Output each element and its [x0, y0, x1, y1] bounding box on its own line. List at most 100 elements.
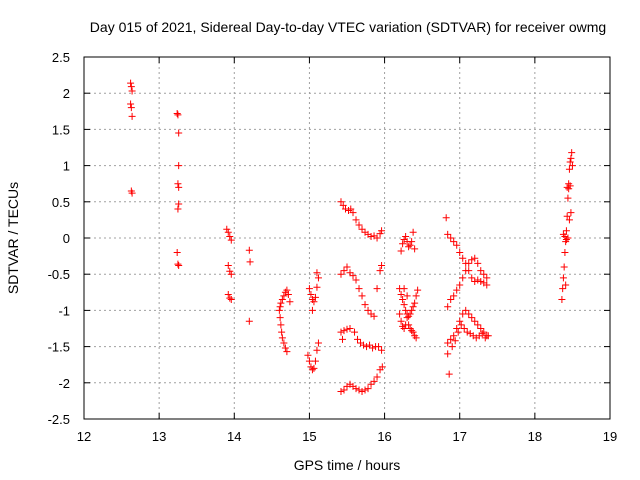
x-tick-label: 17 [452, 429, 466, 444]
data-point [451, 337, 459, 345]
data-point [337, 328, 345, 336]
data-point [224, 262, 232, 270]
data-point [462, 306, 470, 314]
data-point [283, 286, 291, 294]
data-point [174, 180, 182, 188]
data-point [471, 317, 479, 325]
data-point [459, 274, 467, 282]
data-point [310, 298, 318, 306]
data-point [408, 238, 416, 246]
data-point [127, 104, 135, 112]
data-point [314, 274, 322, 282]
data-point [480, 270, 488, 278]
data-point [373, 285, 381, 293]
data-point [399, 296, 407, 304]
data-point [558, 296, 566, 304]
tick-layer: 12 13 14 15 16 17 18 19 2.5 2 1.5 1 0.5 0 -0.5 -1 -1.5 -2… [48, 50, 618, 444]
data-point [338, 335, 346, 343]
x-tick-label: 15 [302, 429, 316, 444]
data-point [352, 276, 360, 284]
data-point [445, 370, 453, 378]
data-point [400, 325, 408, 332]
data-point [337, 387, 345, 395]
data-point [456, 281, 464, 289]
data-point [397, 247, 405, 255]
y-axis-label: SDTVAR / TECUs [5, 182, 21, 294]
x-tick-label: 16 [377, 429, 391, 444]
data-point [346, 269, 354, 277]
data-point [370, 377, 378, 385]
data-point [280, 339, 288, 347]
data-point [351, 328, 359, 336]
data-point [465, 310, 473, 318]
data-point [370, 312, 378, 320]
data-point [474, 259, 482, 267]
data-point [444, 339, 452, 347]
data-point [340, 327, 348, 335]
y-tick-label: 0.5 [52, 195, 70, 210]
data-point [311, 293, 319, 301]
data-point [224, 228, 232, 236]
data-point [354, 335, 362, 343]
x-tick-label: 19 [603, 429, 617, 444]
y-tick-label: -0.5 [48, 267, 70, 282]
data-point [411, 299, 419, 307]
data-point [400, 301, 408, 309]
data-point [278, 328, 286, 336]
data-point [304, 351, 312, 359]
data-point [477, 277, 485, 285]
data-point [275, 306, 283, 314]
data-point [480, 328, 488, 336]
data-point [568, 162, 576, 170]
points-layer [127, 79, 576, 395]
data-point [355, 285, 363, 293]
data-point [173, 248, 181, 256]
x-tick-label: 13 [152, 429, 166, 444]
data-point [378, 227, 386, 235]
data-point [340, 267, 348, 275]
data-point [453, 241, 461, 249]
y-tick-label: -2 [58, 376, 70, 391]
data-point [468, 314, 476, 322]
data-point [343, 325, 351, 333]
data-point [308, 306, 316, 314]
data-point [367, 380, 375, 388]
data-point [474, 321, 482, 329]
data-point [373, 373, 381, 381]
data-point [562, 227, 570, 235]
x-tick-label: 12 [77, 429, 91, 444]
data-point [564, 234, 572, 242]
data-point [559, 285, 567, 293]
data-point [405, 321, 413, 329]
data-point [396, 310, 404, 318]
data-point [128, 189, 136, 197]
data-point [369, 344, 377, 352]
data-point [378, 363, 386, 371]
data-point [409, 328, 417, 336]
data-point [563, 183, 571, 191]
data-point [568, 149, 576, 157]
data-point [227, 236, 235, 244]
data-point [565, 165, 573, 173]
y-tick-label: 1.5 [52, 122, 70, 137]
data-point [283, 348, 291, 356]
data-point [561, 233, 569, 241]
data-point [456, 248, 464, 256]
data-point [280, 292, 288, 300]
data-point [471, 254, 479, 262]
data-point [563, 212, 571, 220]
data-point [483, 281, 491, 289]
data-point [457, 321, 465, 329]
y-tick-label: -1 [58, 303, 70, 318]
data-point [277, 321, 285, 329]
data-point [414, 286, 422, 294]
data-point [478, 330, 486, 338]
data-point [477, 325, 485, 332]
y-tick-label: 0 [63, 231, 70, 246]
data-point [378, 262, 386, 270]
data-point [453, 286, 461, 294]
x-tick-label: 14 [227, 429, 241, 444]
data-point [567, 154, 575, 162]
data-point [444, 303, 452, 311]
